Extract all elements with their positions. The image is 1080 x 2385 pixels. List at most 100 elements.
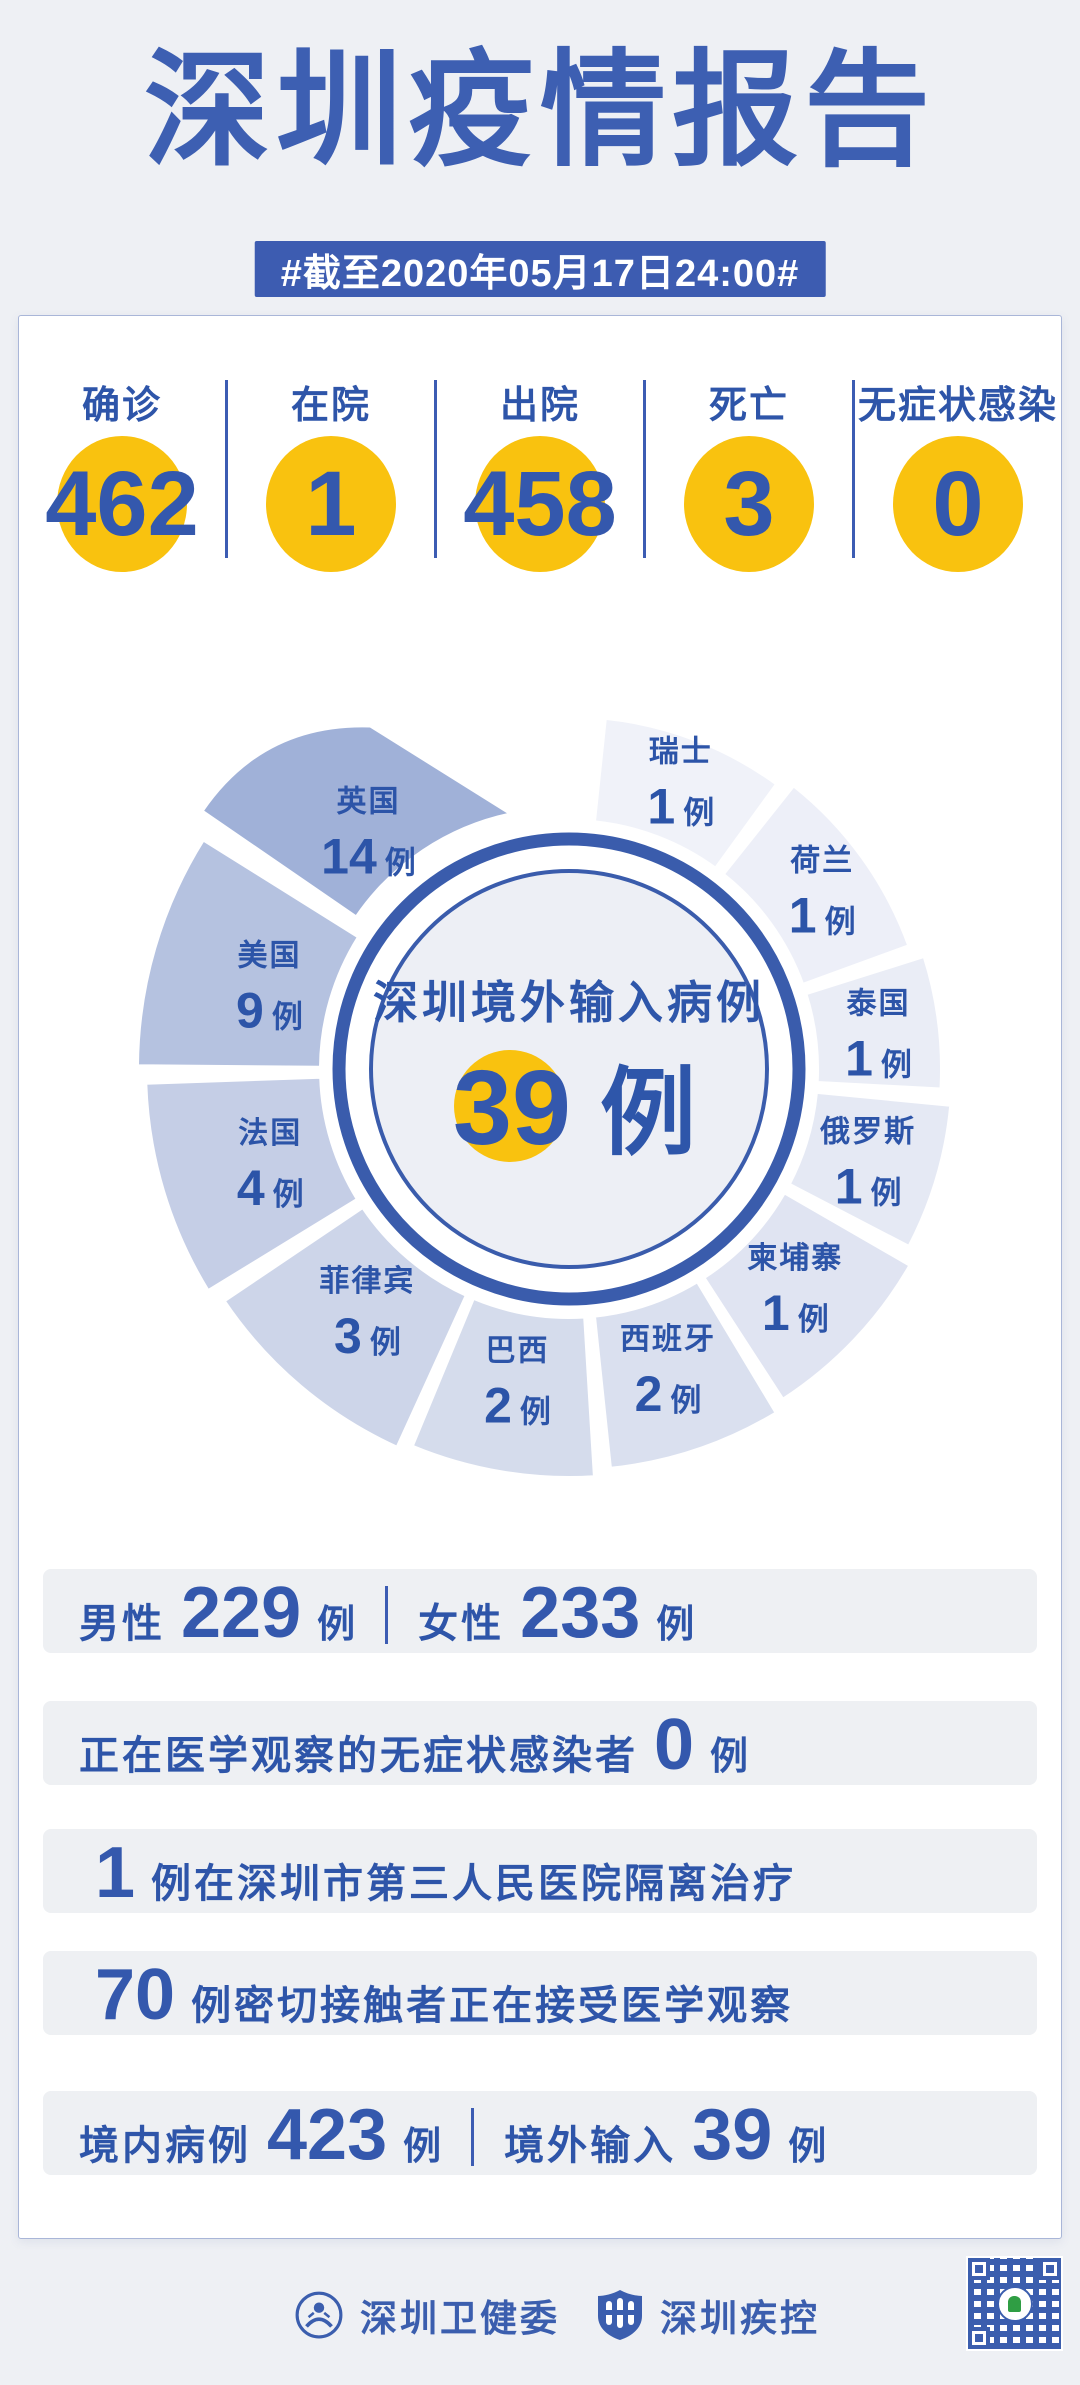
stat-divider (643, 380, 646, 558)
pie-slice (593, 717, 778, 869)
pie-slice (411, 1297, 595, 1478)
row-number: 1 (95, 1833, 136, 1913)
stat-value: 3 (723, 452, 775, 555)
row-divider (471, 2108, 475, 2166)
slice-country-label: 瑞士 (649, 736, 713, 769)
pie-slice (136, 839, 360, 1068)
slice-country-label: 英国 (336, 785, 400, 818)
row-label: 境内病例 (79, 2124, 251, 2168)
summary-stats: 确诊 462 在院 1 出院 458 死亡 (19, 374, 1061, 572)
pie-slice (223, 1206, 468, 1448)
pie-slice (703, 1192, 911, 1400)
row-number: 233 (520, 1573, 641, 1653)
row-label: 男性 (79, 1602, 165, 1646)
stat-confirmed: 确诊 462 (19, 374, 225, 572)
stat-value-circle: 3 (684, 436, 814, 572)
row-number: 39 (692, 2095, 773, 2175)
row-divider (385, 1586, 389, 1644)
row-unit: 例 (317, 1604, 356, 1646)
slice-value-label: 14 例 (321, 828, 416, 884)
row-number: 70 (95, 1955, 176, 2035)
qr-finder-icon (1039, 2258, 1061, 2280)
slice-country-label: 西班牙 (620, 1323, 716, 1356)
date-badge: #截至2020年05月17日24:00# (254, 241, 826, 297)
row-label: 例在深圳市第三人民医院隔离治疗 (151, 1862, 797, 1906)
slice-country-label: 柬埔寨 (747, 1241, 843, 1275)
chart-total-unit: 例 (600, 1060, 696, 1167)
pie-slice (145, 1076, 359, 1292)
stat-value-circle: 1 (266, 436, 396, 572)
stat-label: 无症状感染 (857, 385, 1058, 427)
stat-value-circle: 462 (45, 436, 199, 572)
slice-country-label: 巴西 (486, 1335, 550, 1368)
stat-in-hospital: 在院 1 (228, 374, 434, 572)
stat-value: 1 (305, 452, 357, 555)
qr-finder-icon (968, 2258, 990, 2280)
org-label: 深圳疾控 (660, 2298, 820, 2339)
chart-title: 深圳境外输入病例 (373, 977, 765, 1028)
slice-country-label: 荷兰 (790, 845, 854, 878)
pie-slice (593, 1281, 777, 1469)
donut-inner-ring (369, 869, 769, 1269)
page-title: 深圳疫情报告 (144, 40, 936, 181)
org-cdc: 深圳疾控 (596, 2288, 820, 2342)
pie-slice (201, 725, 513, 918)
row-number: 423 (267, 2095, 388, 2175)
footer: 深圳卫健委 深圳疾控 (0, 2238, 1080, 2385)
stat-value-circle: 0 (893, 436, 1023, 572)
row-label: 例密切接触者正在接受医学观察 (191, 1984, 794, 2028)
health-commission-seal-icon (295, 2291, 343, 2339)
stat-asymptomatic: 无症状感染 0 (855, 374, 1061, 572)
row-hospital-isolation: 1 例在深圳市第三人民医院隔离治疗 (43, 1829, 1037, 1913)
row-unit: 例 (403, 2126, 442, 2168)
stat-divider (434, 380, 437, 558)
cdc-shield-icon (598, 2290, 642, 2340)
org-health-commission: 深圳卫健委 (294, 2288, 560, 2342)
row-close-contacts: 70 例密切接触者正在接受医学观察 (43, 1951, 1037, 2035)
row-unit: 例 (710, 1736, 749, 1778)
stat-discharged: 出院 458 (437, 374, 643, 572)
qr-center-logo-icon (996, 2285, 1033, 2322)
slice-country-label: 法国 (238, 1117, 302, 1150)
row-number: 0 (654, 1705, 695, 1785)
row-gender-breakdown: 男性 229 例 女性 233 例 (43, 1569, 1037, 1653)
row-asymptomatic-observation: 正在医学观察的无症状感染者 0 例 (43, 1701, 1037, 1785)
slice-country-label: 菲律宾 (319, 1265, 415, 1298)
pie-slice (805, 955, 942, 1090)
row-label: 女性 (418, 1602, 505, 1646)
stat-label: 死亡 (708, 385, 789, 427)
stat-value-circle: 458 (463, 436, 617, 572)
qr-finder-icon (968, 2327, 990, 2349)
donut-ring (332, 832, 806, 1306)
row-domestic-vs-imported: 境内病例 423 例 境外输入 39 例 (43, 2091, 1037, 2175)
stat-value: 0 (932, 452, 984, 555)
row-label: 正在医学观察的无症状感染者 (79, 1734, 638, 1778)
pie-slice (788, 1091, 952, 1248)
slice-country-label: 美国 (237, 939, 301, 973)
row-number: 229 (181, 1573, 302, 1653)
row-unit: 例 (788, 2126, 827, 2168)
stat-value: 458 (463, 452, 617, 555)
stat-divider (852, 380, 855, 558)
row-label: 境外输入 (504, 2124, 677, 2168)
stat-label: 出院 (499, 385, 580, 427)
stat-value: 462 (45, 452, 199, 555)
qr-code (966, 2256, 1063, 2351)
slice-country-label: 俄罗斯 (819, 1116, 916, 1149)
org-label: 深圳卫健委 (360, 2298, 560, 2339)
row-unit: 例 (656, 1604, 695, 1646)
stat-divider (225, 380, 228, 558)
